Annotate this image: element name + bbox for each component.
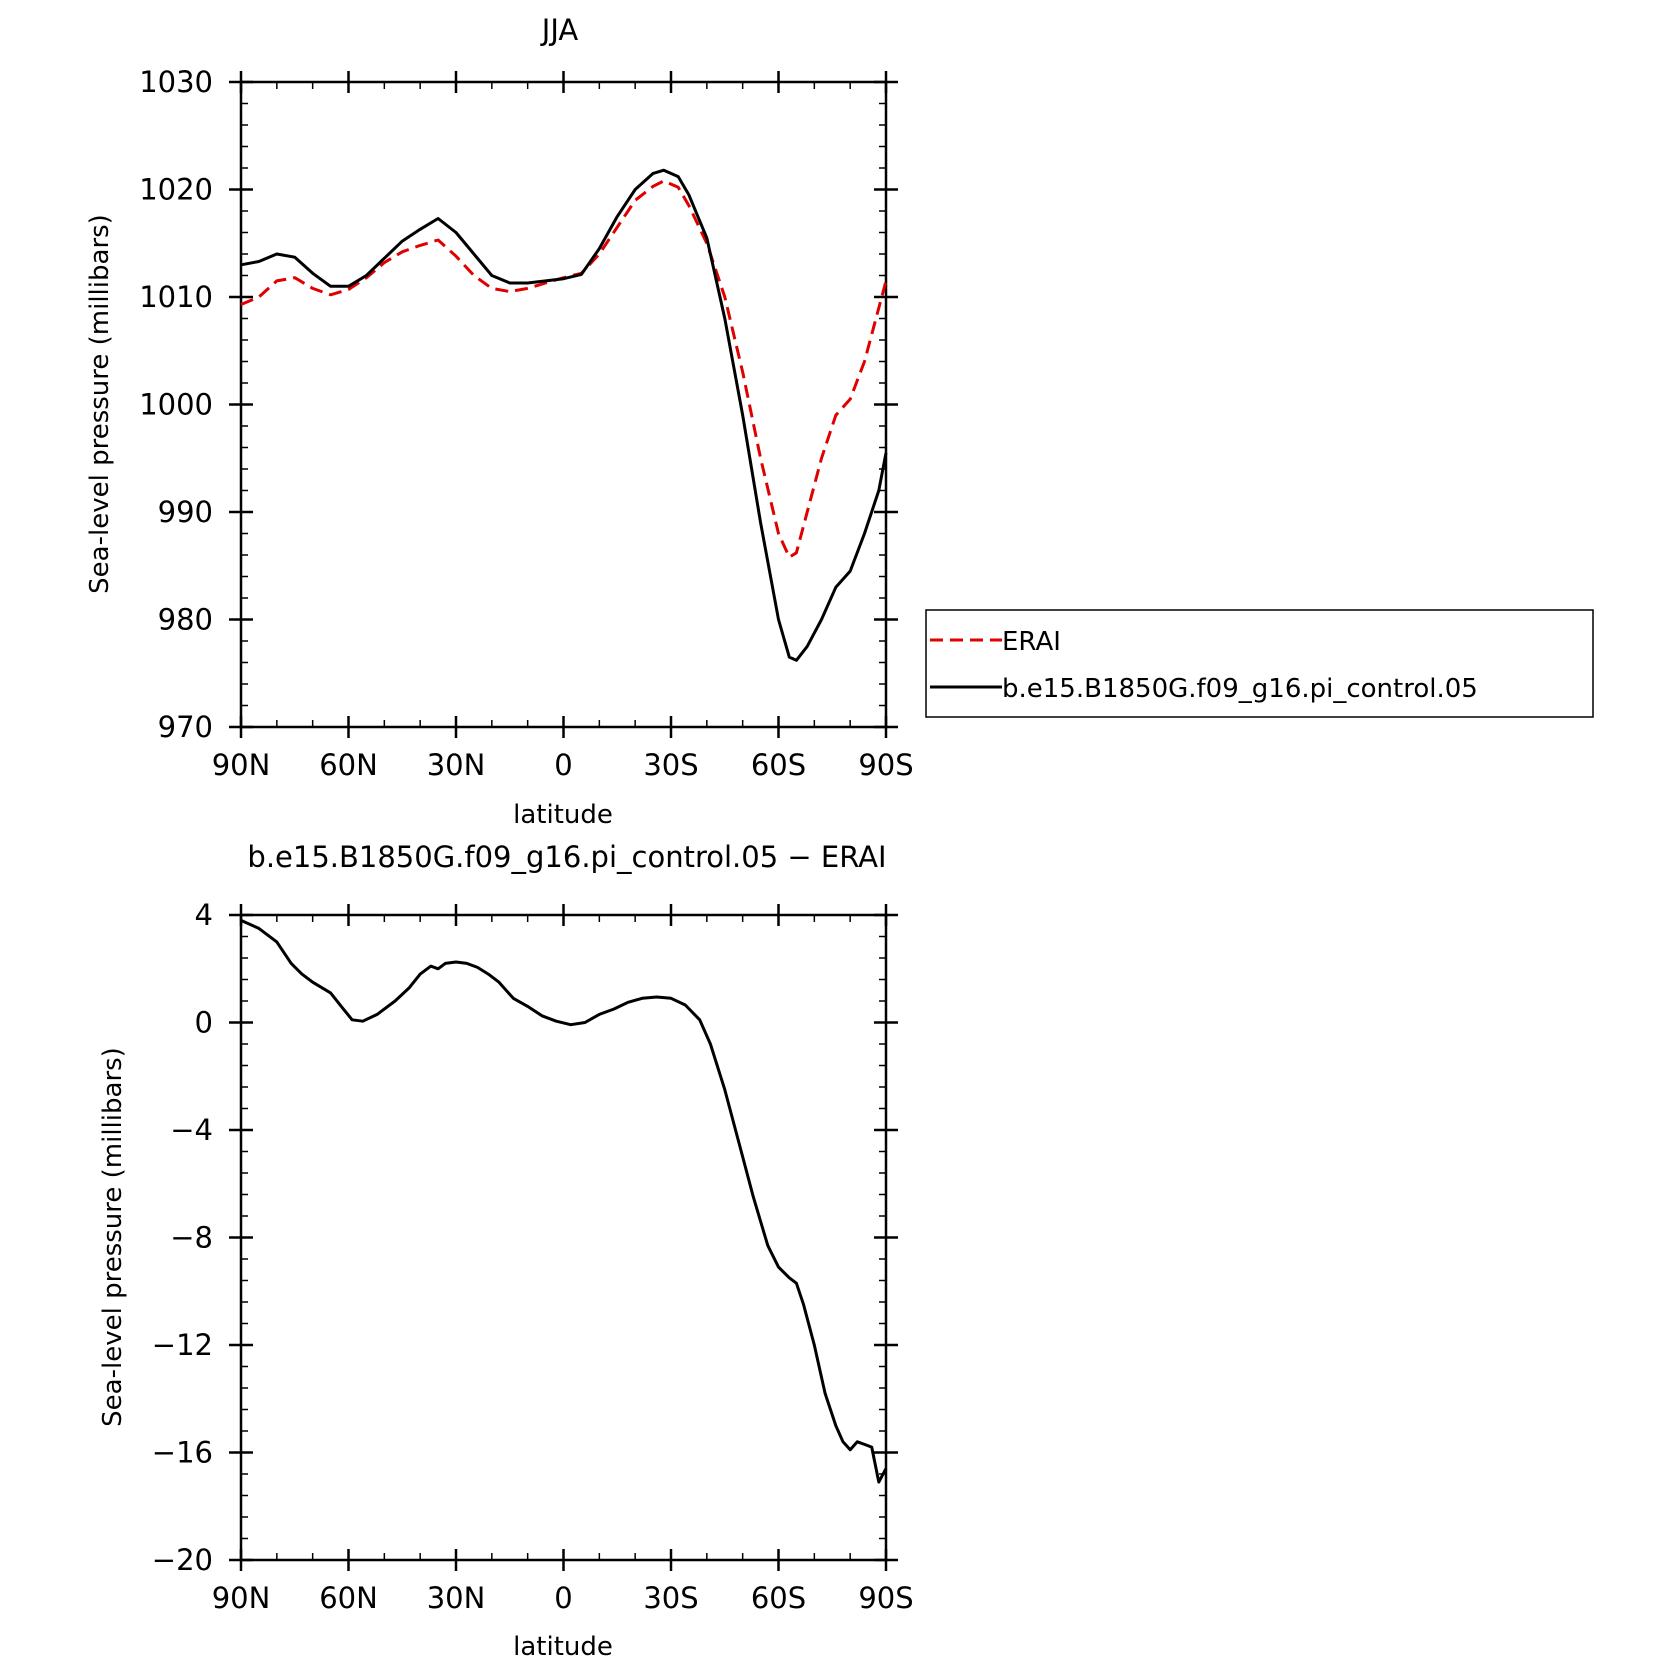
x-tick-label: 90N bbox=[212, 1581, 271, 1615]
bottom-axis-ticks: 90N 60N 30N 0 30S 60S 90S −20 −16 −12 −8 −4 0 4 bbox=[152, 898, 914, 1615]
bottom-series-lines bbox=[240, 919, 888, 1484]
x-tick-label: 0 bbox=[554, 748, 572, 782]
x-tick-label: 30S bbox=[643, 1581, 698, 1615]
top-x-axis-label: latitude bbox=[513, 800, 613, 830]
x-tick-label: 30N bbox=[427, 1581, 486, 1615]
series-line-1 bbox=[240, 168, 888, 662]
y-tick-label: 4 bbox=[195, 898, 213, 932]
y-tick-label: 1030 bbox=[139, 65, 213, 99]
x-tick-label: 90S bbox=[858, 1581, 913, 1615]
y-tick-label: 990 bbox=[158, 495, 213, 529]
y-tick-label: −20 bbox=[152, 1543, 213, 1577]
y-tick-label: 0 bbox=[195, 1006, 213, 1040]
legend-label-erai: ERAI bbox=[1002, 627, 1061, 657]
bottom-x-axis-label: latitude bbox=[513, 1632, 613, 1662]
top-panel: JJA 90N 60N 30N 0 30S 60S 90S 970 980 990 1000 1010… bbox=[85, 13, 914, 830]
y-tick-label: −8 bbox=[170, 1221, 213, 1255]
bottom-y-axis-label: Sea-level pressure (millibars) bbox=[98, 1047, 128, 1427]
y-tick-label: 1000 bbox=[139, 388, 213, 422]
y-tick-label: −4 bbox=[170, 1113, 213, 1147]
x-tick-label: 90S bbox=[858, 748, 913, 782]
y-tick-label: 1010 bbox=[139, 280, 213, 314]
y-tick-label: −16 bbox=[152, 1436, 213, 1470]
top-axis-ticks: 90N 60N 30N 0 30S 60S 90S 970 980 990 1000 1010 1020… bbox=[139, 65, 913, 782]
bottom-panel-title: b.e15.B1850G.f09_g16.pi_control.05 − ERA… bbox=[247, 840, 886, 874]
legend-label-model: b.e15.B1850G.f09_g16.pi_control.05 bbox=[1002, 674, 1478, 704]
top-y-axis-label: Sea-level pressure (millibars) bbox=[85, 214, 115, 594]
x-tick-label: 90N bbox=[212, 748, 271, 782]
y-tick-label: 970 bbox=[158, 710, 213, 744]
top-plot-frame bbox=[239, 80, 888, 729]
x-tick-label: 60N bbox=[319, 1581, 378, 1615]
x-tick-label: 30S bbox=[643, 748, 698, 782]
series-line-0 bbox=[240, 919, 888, 1484]
y-tick-label: 980 bbox=[158, 603, 213, 637]
bottom-panel: b.e15.B1850G.f09_g16.pi_control.05 − ERA… bbox=[98, 840, 914, 1662]
y-tick-label: −12 bbox=[152, 1328, 213, 1362]
top-panel-title: JJA bbox=[540, 13, 579, 47]
series-line-0 bbox=[240, 179, 888, 559]
x-tick-label: 60N bbox=[319, 748, 378, 782]
x-tick-label: 0 bbox=[554, 1581, 572, 1615]
x-tick-label: 60S bbox=[751, 748, 806, 782]
x-tick-label: 30N bbox=[427, 748, 486, 782]
top-series-lines bbox=[240, 168, 888, 662]
bottom-plot-frame bbox=[239, 913, 888, 1562]
x-tick-label: 60S bbox=[751, 1581, 806, 1615]
y-tick-label: 1020 bbox=[139, 173, 213, 207]
legend: ERAI b.e15.B1850G.f09_g16.pi_control.05 bbox=[925, 609, 1594, 718]
legend-box bbox=[925, 609, 1594, 718]
